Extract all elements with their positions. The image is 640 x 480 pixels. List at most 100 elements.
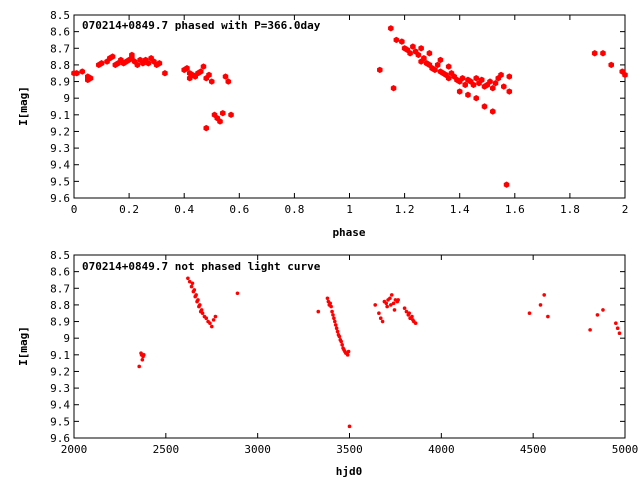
data-point: [156, 60, 163, 67]
data-point: [462, 81, 468, 89]
data-point: [345, 353, 350, 357]
data-point: [456, 88, 463, 95]
data-point: [378, 316, 383, 321]
data-point: [222, 73, 229, 80]
data-point: [542, 293, 546, 297]
data-point: [617, 331, 622, 335]
data-point: [184, 65, 190, 72]
data-point: [389, 303, 393, 307]
data-point: [109, 53, 116, 60]
x-axis-label: phase: [332, 226, 365, 239]
data-point: [209, 324, 214, 329]
data-point: [332, 316, 336, 321]
data-point: [333, 323, 338, 327]
x-tick-label: 1.6: [505, 203, 525, 216]
data-points: [71, 25, 628, 188]
data-point: [87, 75, 94, 82]
data-point: [196, 298, 200, 302]
y-tick-label: 9.6: [50, 192, 70, 205]
chart-title: 070214+0849.7 phased with P=366.0day: [82, 19, 321, 32]
data-point: [208, 321, 212, 326]
data-point: [608, 61, 614, 69]
data-point: [591, 50, 598, 57]
data-point: [98, 60, 105, 67]
x-tick-label: 1.8: [560, 203, 580, 216]
data-point: [333, 319, 337, 324]
data-point: [190, 281, 195, 286]
data-point: [377, 311, 381, 316]
x-tick-label: 3500: [336, 443, 363, 456]
data-point: [506, 73, 513, 80]
data-point: [200, 311, 205, 316]
data-point: [614, 321, 618, 326]
y-axis-label: I[mag]: [17, 326, 30, 366]
data-point: [211, 318, 216, 322]
data-point: [410, 314, 414, 319]
data-point: [445, 75, 452, 82]
x-tick-label: 2500: [153, 443, 180, 456]
y-tick-label: 9.1: [50, 109, 70, 122]
data-point: [421, 55, 427, 62]
data-point: [426, 50, 433, 57]
data-point: [392, 308, 397, 312]
y-tick-label: 8.9: [50, 316, 70, 329]
data-point: [339, 339, 344, 344]
data-point: [437, 56, 444, 64]
data-point: [337, 334, 342, 339]
data-point: [506, 88, 513, 95]
data-point: [162, 70, 168, 77]
x-tick-label: 0: [71, 203, 78, 216]
data-point: [600, 50, 606, 57]
data-point: [347, 424, 352, 429]
y-tick-label: 8.7: [50, 282, 70, 295]
data-point: [373, 303, 378, 307]
data-point: [413, 321, 418, 326]
data-point: [235, 291, 240, 296]
data-point: [316, 309, 321, 314]
data-point: [527, 311, 532, 316]
data-points: [137, 276, 622, 429]
data-point: [432, 66, 438, 74]
data-point: [601, 308, 605, 312]
y-tick-label: 9: [63, 332, 70, 345]
data-point: [538, 303, 543, 307]
data-point: [385, 304, 389, 309]
data-point: [380, 319, 385, 324]
data-point: [213, 314, 218, 319]
data-point: [487, 78, 493, 85]
data-point: [388, 25, 394, 32]
data-point: [399, 38, 405, 45]
data-point: [418, 45, 424, 52]
data-point: [546, 314, 550, 319]
chart-title: 070214+0849.7 not phased light curve: [82, 260, 321, 273]
data-point: [217, 118, 223, 125]
data-point: [445, 63, 452, 70]
data-point: [459, 75, 466, 82]
data-point: [208, 78, 215, 85]
x-tick-label: 1.4: [450, 203, 470, 216]
data-point: [73, 70, 80, 77]
data-point: [434, 61, 441, 69]
data-point: [331, 313, 335, 317]
data-point: [473, 75, 479, 82]
x-tick-label: 4000: [428, 443, 455, 456]
data-point: [335, 329, 340, 334]
y-axis-label: I[mag]: [17, 86, 30, 126]
data-point: [388, 296, 392, 301]
data-point: [79, 68, 86, 75]
x-tick-label: 2: [622, 203, 629, 216]
plot-frame: [73, 254, 626, 439]
unphased-light-curve-panel: 8.58.68.78.88.999.19.29.39.49.59.6 2000 2…: [17, 249, 638, 478]
plot-frame: [73, 14, 626, 199]
x-tick-label: 1.2: [395, 203, 415, 216]
data-point: [330, 309, 334, 314]
data-point: [391, 301, 396, 306]
data-point: [328, 301, 333, 306]
data-point: [134, 61, 141, 69]
data-point: [407, 311, 411, 316]
y-tick-label: 9.3: [50, 142, 70, 155]
y-tick-label: 8.6: [50, 266, 70, 279]
data-point: [340, 343, 344, 347]
data-point: [389, 293, 394, 297]
x-axis: 2000 2500 3000 3500 4000 4500 5000: [61, 255, 638, 456]
